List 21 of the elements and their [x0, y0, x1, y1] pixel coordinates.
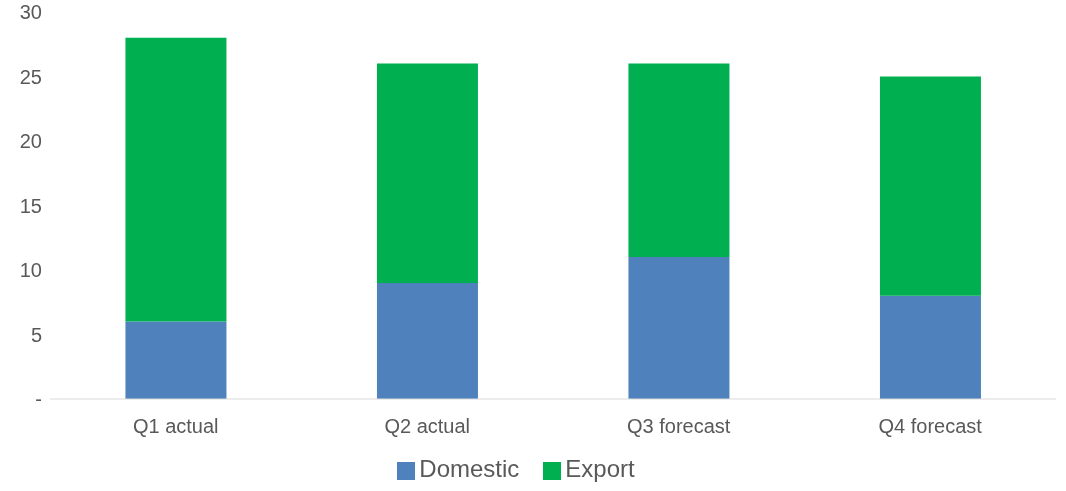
y-tick-label: 30 — [19, 1, 42, 24]
y-tick-label: 20 — [19, 130, 42, 153]
y-tick-label: 5 — [30, 323, 42, 346]
x-tick-label: Q2 actual — [384, 415, 471, 438]
bar — [376, 282, 478, 399]
bar — [376, 63, 478, 283]
legend-label: Export — [565, 455, 635, 482]
y-tick-label: - — [35, 388, 42, 411]
y-tick-label: 25 — [19, 65, 42, 88]
bar — [628, 257, 730, 399]
legend-label: Domestic — [419, 455, 520, 482]
x-tick-label: Q4 forecast — [878, 415, 983, 438]
y-tick-label: 10 — [19, 259, 42, 282]
bar — [879, 295, 981, 399]
bar — [628, 63, 730, 258]
bar — [879, 76, 981, 296]
bar — [125, 321, 227, 399]
x-tick-label: Q1 actual — [132, 415, 219, 438]
bar — [125, 37, 227, 322]
y-tick-label: 15 — [19, 194, 42, 217]
x-tick-label: Q3 forecast — [627, 415, 731, 438]
